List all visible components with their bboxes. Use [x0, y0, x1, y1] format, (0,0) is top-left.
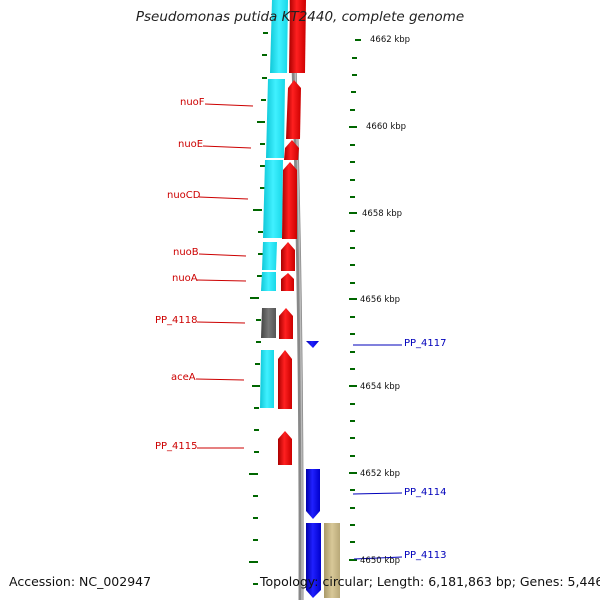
- cog-block-PP_4113: [324, 523, 340, 598]
- gene-PP_4118: [279, 308, 293, 339]
- ruler-label: 4652 kbp: [360, 469, 401, 479]
- gene-nuoCD: [282, 162, 297, 239]
- cog-track: [260, 0, 340, 598]
- gene-label-nuoA[interactable]: nuoA: [172, 273, 198, 284]
- ruler-label: 4656 kbp: [360, 295, 401, 305]
- ruler-label: 4650 kbp: [360, 556, 401, 566]
- gene-label-PP_4115[interactable]: PP_4115: [155, 441, 198, 452]
- accession-text: Accession: NC_002947: [9, 574, 152, 589]
- cog-block-nuoB: [262, 242, 277, 270]
- left-tick-marks: [249, 32, 268, 585]
- gene-nuoA: [281, 273, 294, 291]
- gene-PP_4114: [306, 469, 320, 519]
- gene-label-nuoB[interactable]: nuoB: [173, 247, 199, 258]
- right-tick-marks: [349, 39, 361, 561]
- gene-label-PP_4113[interactable]: PP_4113: [404, 550, 447, 561]
- gene-label-nuoCD[interactable]: nuoCD: [167, 190, 201, 201]
- ruler-label: 4658 kbp: [362, 209, 403, 219]
- map-title: Pseudomonas putida KT2440, complete geno…: [135, 9, 465, 25]
- gene-nuoF: [286, 80, 301, 139]
- topology-text: Topology: circular; Length: 6,181,863 bp…: [260, 574, 600, 589]
- gene-label-aceA[interactable]: aceA: [171, 372, 196, 383]
- gene-PP_4117: [306, 341, 319, 348]
- right-label-leaders: [352, 344, 403, 560]
- gene-aceA: [278, 350, 292, 409]
- ruler-label: 4662 kbp: [370, 35, 411, 45]
- gene-PP_4115: [278, 431, 292, 465]
- gene-top-forward: [289, 0, 306, 73]
- reverse-genes: [306, 341, 321, 598]
- cog-block-top: [270, 0, 288, 73]
- cog-block-nuoCD: [263, 160, 283, 238]
- ruler-label: 4660 kbp: [366, 122, 407, 132]
- cog-block-PP_4118: [261, 308, 276, 338]
- gene-label-PP_4114[interactable]: PP_4114: [404, 487, 447, 498]
- gene-label-nuoF[interactable]: nuoF: [180, 97, 205, 108]
- cog-block-nuoA: [261, 272, 276, 291]
- gene-label-PP_4118[interactable]: PP_4118: [155, 315, 198, 326]
- forward-genes: [278, 0, 306, 465]
- gene-nuoB: [281, 242, 295, 271]
- cog-block-aceA: [260, 350, 274, 408]
- gene-nuoE: [284, 140, 299, 160]
- cog-block-nuoF: [266, 79, 285, 158]
- left-label-leaders: [195, 103, 254, 449]
- gene-label-PP_4117[interactable]: PP_4117: [404, 338, 447, 349]
- ruler-label: 4654 kbp: [360, 382, 401, 392]
- gene-PP_4113: [306, 523, 321, 598]
- gene-label-nuoE[interactable]: nuoE: [178, 139, 204, 150]
